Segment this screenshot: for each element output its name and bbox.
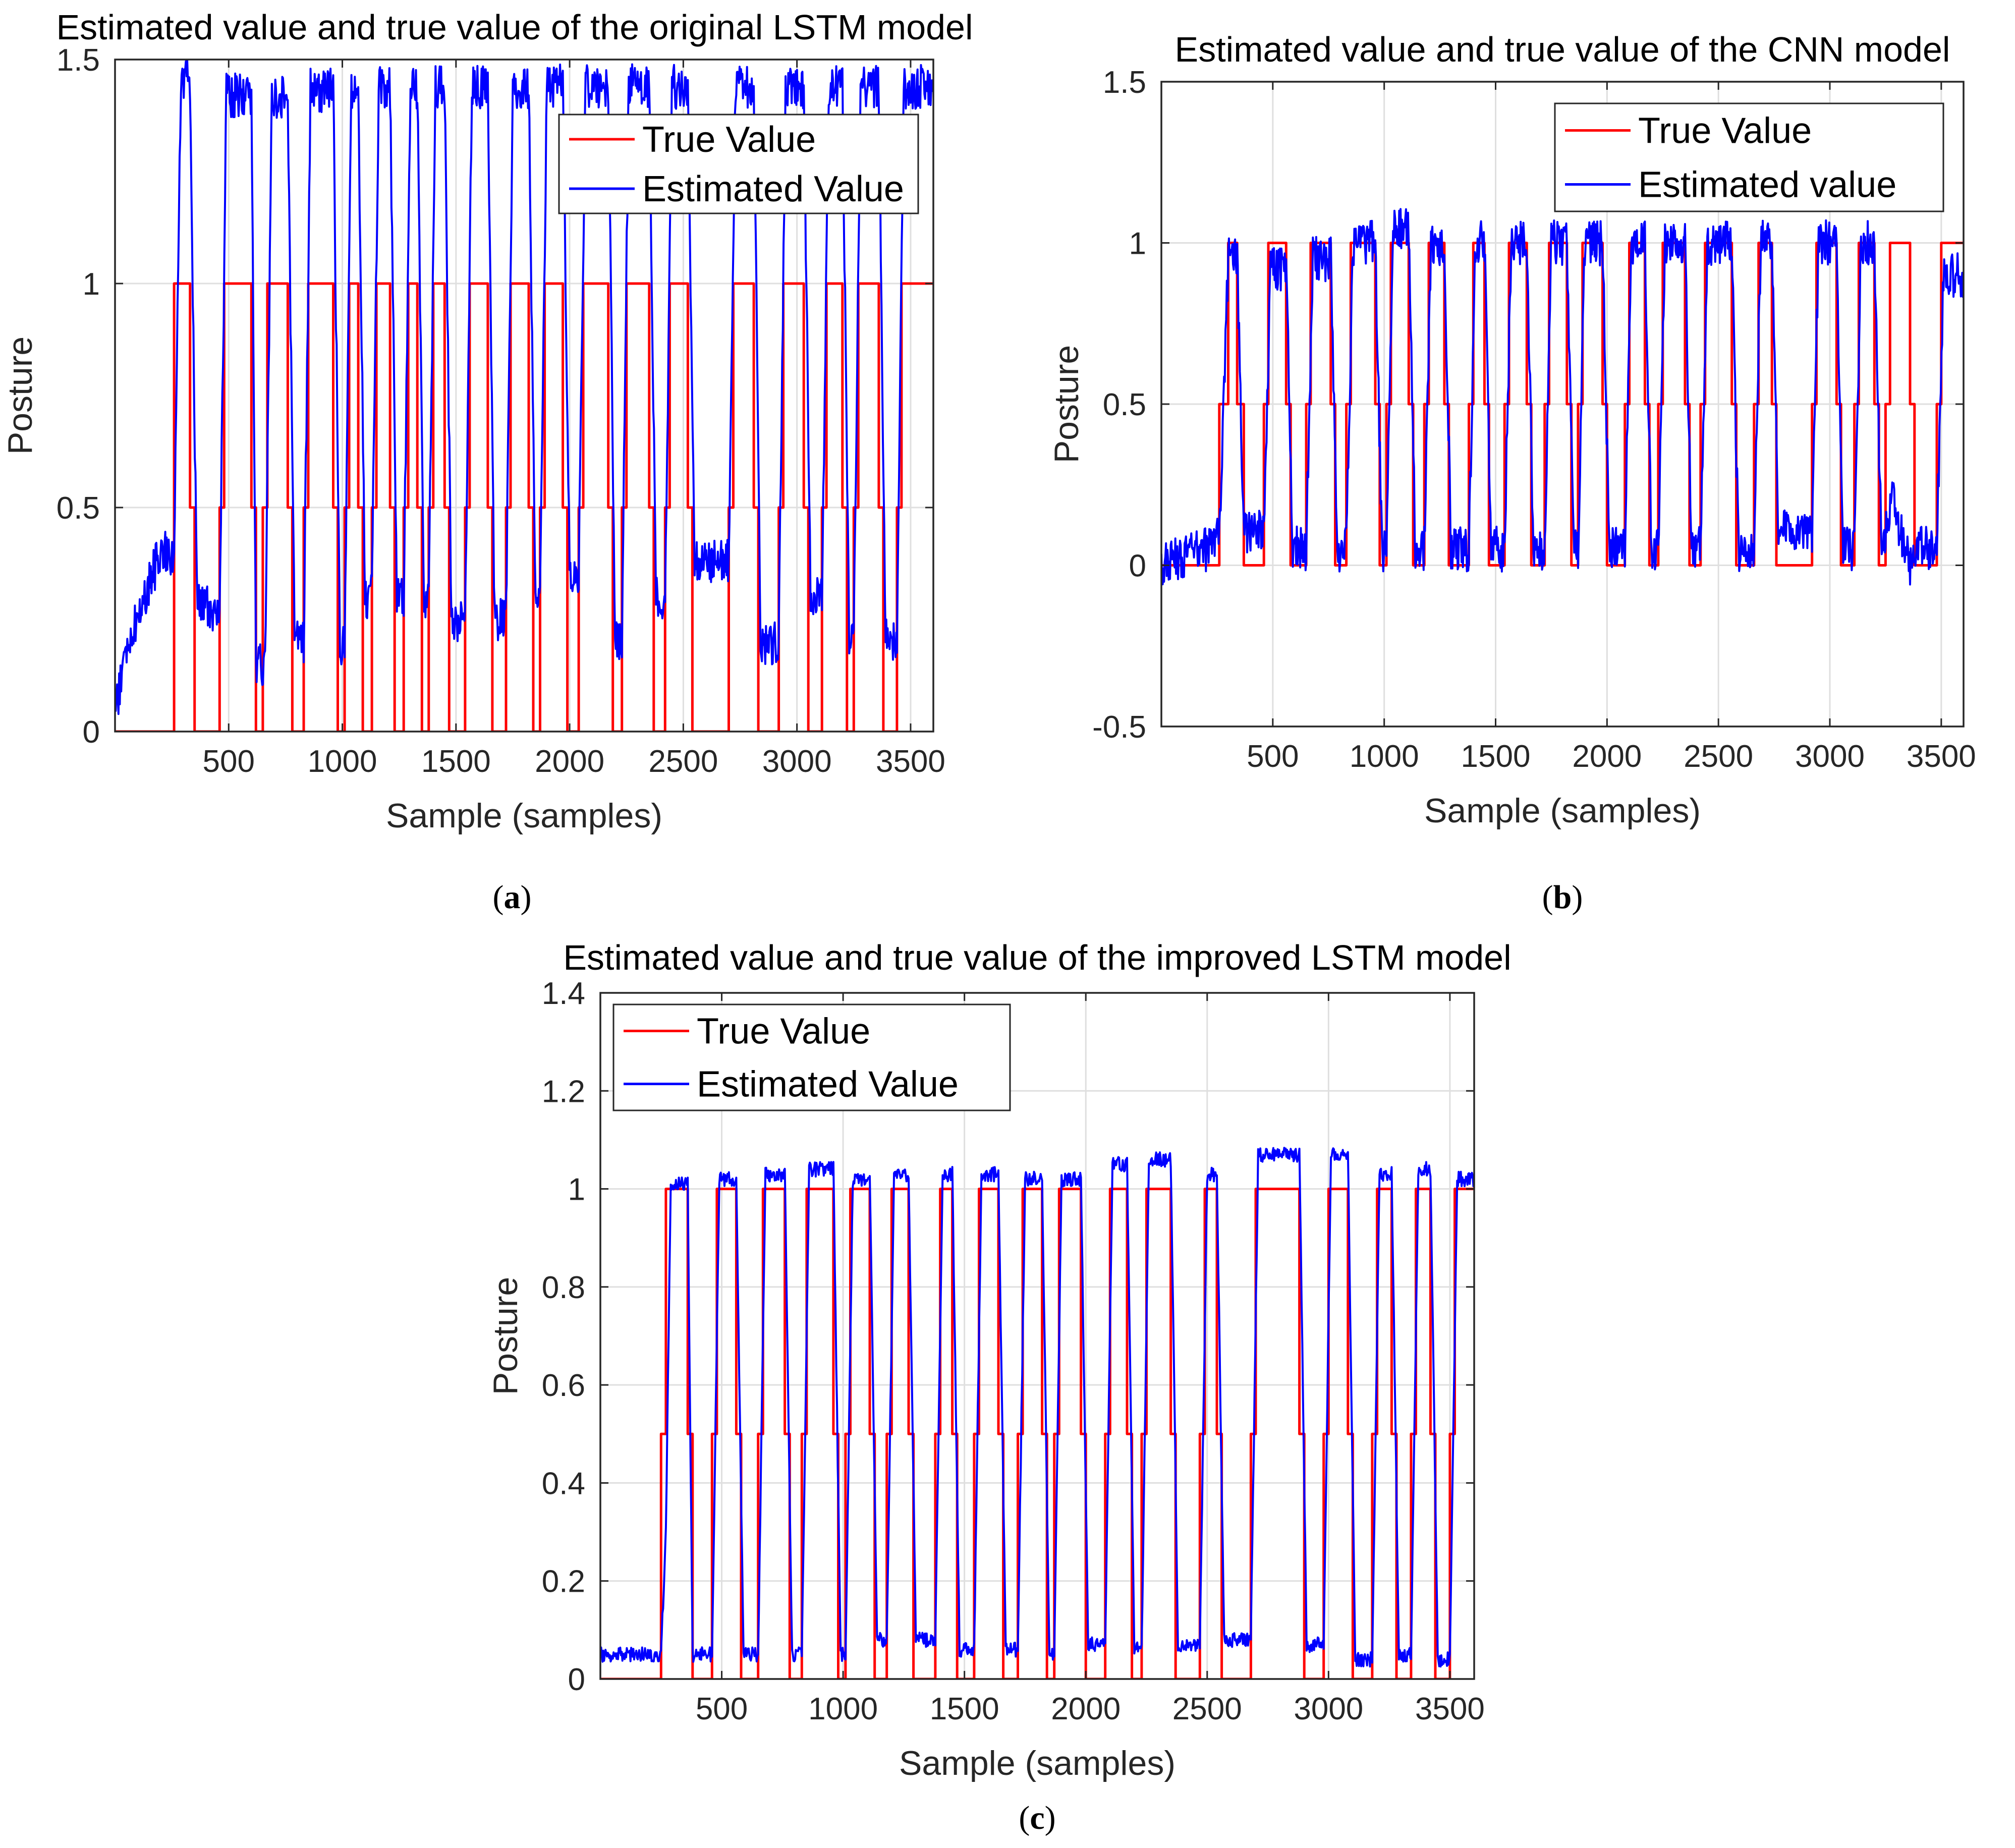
y-tick-label: 0.4 — [542, 1466, 585, 1501]
legend-box — [558, 114, 919, 214]
y-tick-label: 1 — [568, 1172, 585, 1207]
x-tick-label: 500 — [696, 1692, 748, 1726]
chart-title: Estimated value and true value of the or… — [56, 8, 973, 47]
y-tick-label: 0.5 — [57, 491, 100, 526]
series-line-estimated-value — [1161, 208, 1964, 586]
y-tick-label: 1.4 — [542, 976, 585, 1011]
panel-caption: (c) — [1019, 1800, 1055, 1836]
x-tick-label: 3000 — [1294, 1692, 1363, 1726]
legend-label: Estimated value — [1638, 165, 1896, 205]
x-tick-label: 2000 — [535, 744, 604, 779]
y-axis-label: Posture — [1047, 345, 1086, 463]
legend: True Value Estimated Value — [558, 114, 919, 214]
y-tick-label: 0.5 — [1103, 387, 1146, 422]
y-tick-label: 1.2 — [542, 1074, 585, 1109]
y-tick-label: 0.2 — [542, 1564, 585, 1599]
x-axis-label: Sample (samples) — [386, 797, 662, 835]
y-axis-label: Posture — [486, 1277, 525, 1395]
x-tick-label: 500 — [1247, 739, 1299, 774]
x-tick-label: 2500 — [1172, 1692, 1242, 1726]
x-tick-label: 1000 — [808, 1692, 878, 1726]
legend: True Value Estimated Value — [612, 1003, 1011, 1111]
legend-label: True Value — [642, 120, 816, 160]
y-tick-label: -0.5 — [1092, 710, 1146, 745]
x-tick-label: 1500 — [1461, 739, 1531, 774]
legend-label: Estimated Value — [697, 1065, 959, 1105]
legend-box — [612, 1003, 1011, 1111]
x-tick-label: 1000 — [1350, 739, 1419, 774]
chart-a: 500 1000 1500 2000 2500 3000 350000.511.5Estim… — [1, 8, 973, 916]
chart-c: 500 1000 1500 2000 2500 3000 3500 0 0.2 0.4 0.6 0.8… — [486, 938, 1512, 1836]
x-tick-label: 3500 — [1415, 1692, 1485, 1726]
y-axis-label: Posture — [1, 337, 39, 455]
x-tick-label: 2500 — [648, 744, 718, 779]
legend-box — [1554, 102, 1944, 212]
x-tick-label: 1000 — [308, 744, 377, 779]
series-line-estimated-value — [115, 60, 933, 715]
legend-label: True Value — [1638, 111, 1812, 151]
y-tick-label: 1 — [1129, 227, 1146, 261]
y-tick-label: 1 — [83, 267, 100, 302]
x-tick-label: 2500 — [1684, 739, 1753, 774]
panel-caption: (a) — [493, 879, 532, 916]
x-tick-label: 2000 — [1051, 1692, 1121, 1726]
y-tick-label: 0 — [1129, 549, 1146, 584]
y-tick-label: 1.5 — [57, 43, 100, 78]
chart-title: Estimated value and true value of the CN… — [1175, 30, 1950, 69]
y-tick-label: 0 — [83, 715, 100, 750]
y-tick-label: 0 — [568, 1662, 585, 1697]
x-tick-label: 1500 — [421, 744, 491, 779]
y-tick-label: 0.6 — [542, 1368, 585, 1403]
x-axis-label: Sample (samples) — [899, 1744, 1176, 1782]
x-tick-label: 3000 — [1795, 739, 1865, 774]
y-tick-label: 0.8 — [542, 1270, 585, 1305]
x-tick-label: 500 — [203, 744, 255, 779]
panel-caption: (b) — [1542, 879, 1583, 916]
series-group — [600, 1147, 1474, 1679]
series-group — [115, 60, 933, 732]
legend-label: Estimated Value — [642, 169, 904, 209]
x-tick-label: 2000 — [1572, 739, 1642, 774]
y-tick-label: 1.5 — [1103, 65, 1146, 100]
x-tick-label: 3500 — [876, 744, 945, 779]
series-line-estimated-value — [600, 1147, 1474, 1668]
x-tick-label: 1500 — [930, 1692, 999, 1726]
x-tick-label: 3500 — [1907, 739, 1976, 774]
legend: True Value Estimated value — [1554, 102, 1944, 212]
x-axis-label: Sample (samples) — [1424, 792, 1701, 830]
axes-frame — [114, 59, 934, 733]
chart-b: 500 1000 1500 2000 2500 3000 3500 -0.5 0 0.5 1 1.5 E… — [1047, 30, 1976, 916]
chart-title: Estimated value and true value of the im… — [563, 938, 1511, 977]
axes-frame — [599, 992, 1475, 1680]
x-tick-label: 3000 — [762, 744, 832, 779]
legend-label: True Value — [697, 1012, 870, 1052]
series-group — [1161, 208, 1964, 586]
